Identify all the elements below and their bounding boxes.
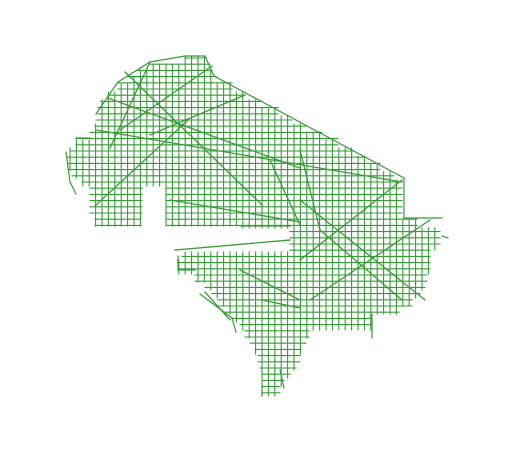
diagonal-avenue: [309, 219, 431, 301]
diagonal-avenue: [119, 65, 213, 131]
map-boundary-streets: [65, 55, 449, 397]
diagonal-avenue: [261, 299, 301, 309]
diagonal-avenue: [174, 239, 291, 251]
boundary-street: [441, 235, 449, 239]
diagonal-avenue: [169, 199, 301, 223]
diagonal-avenue: [299, 179, 403, 261]
diagonal-avenue: [94, 119, 189, 207]
diagonal-avenues: [94, 61, 431, 321]
boundary-street: [95, 81, 119, 115]
boundary-street: [204, 55, 215, 77]
diagonal-avenue: [299, 149, 321, 231]
diagonal-avenue: [239, 269, 301, 301]
boundary-street: [69, 181, 77, 195]
diagonal-avenue: [299, 199, 426, 301]
boundary-street: [231, 317, 237, 333]
boundary-street: [279, 369, 285, 389]
boundary-street: [65, 151, 71, 183]
boundary-street: [117, 61, 151, 83]
diagonal-avenue: [107, 97, 301, 169]
diagonal-avenue: [204, 291, 231, 321]
diagonal-avenue: [149, 94, 246, 136]
boundary-street: [199, 293, 233, 319]
diagonal-avenue: [269, 159, 301, 226]
diagonal-avenue: [124, 71, 263, 206]
street-grid: [67, 55, 441, 397]
diagonal-avenue: [109, 61, 151, 149]
boundary-street: [149, 55, 186, 63]
diagonal-avenue: [95, 129, 403, 183]
diagonal-avenue: [319, 229, 403, 301]
boundary-street: [213, 75, 405, 179]
